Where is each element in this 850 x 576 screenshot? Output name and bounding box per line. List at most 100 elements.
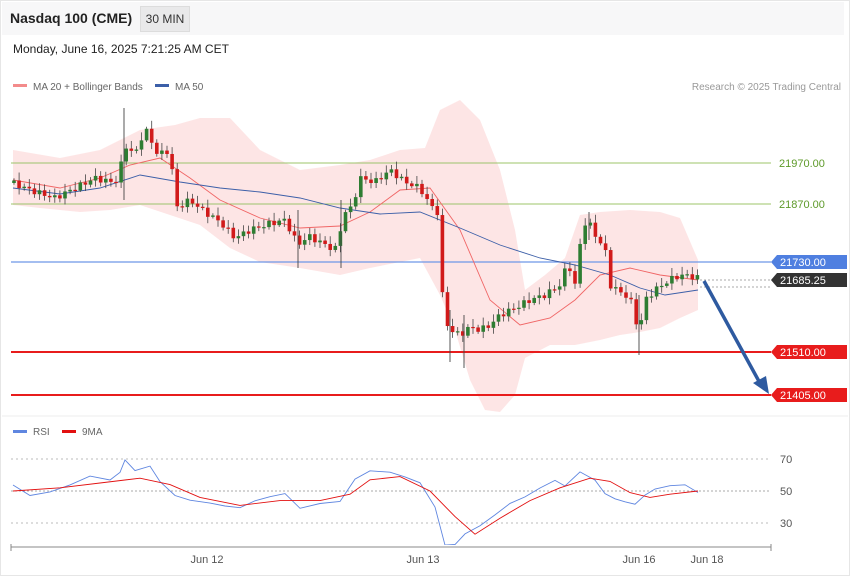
candle-body [27,186,32,189]
candle-body [267,220,271,228]
candle-body [68,189,72,192]
candle-body [670,275,674,284]
candle-body [481,325,485,332]
candle-body [593,222,598,237]
candle-body [690,274,695,280]
candle-body [501,314,506,317]
candle-body [359,176,363,198]
candle-body [175,169,179,207]
candle-body [624,292,628,298]
candle-body [583,225,587,244]
candle-body [180,206,185,208]
rsi-tick-70: 70 [780,454,792,466]
candle-body [78,182,83,191]
rsi-tick-50: 50 [780,486,792,498]
candle-body [557,286,562,290]
candle-body [98,175,103,183]
candle-body [262,227,266,229]
candle-body [695,275,700,280]
candle-body [282,218,287,221]
candle-body [190,198,195,204]
candle-body [608,250,613,289]
instrument-title: Nasdaq 100 (CME) [10,10,133,26]
candle-body [318,240,322,243]
candle-body [251,226,256,234]
candle-body [313,234,317,243]
forecast-arrow [702,280,763,386]
candle-body [379,178,383,180]
candle-body [675,275,679,280]
candle-body [58,195,62,199]
candle-body [129,148,134,151]
legend-bollinger-label: MA 20 + Bollinger Bands [33,82,143,93]
candle-body [578,243,582,284]
candle-body [93,175,98,181]
candle-body [144,128,149,141]
candle-body [364,176,368,180]
candle-body [297,235,302,245]
candle-body [272,220,276,226]
candle-body [639,320,644,325]
candle-body [491,321,496,328]
candle-body [88,180,93,185]
candle-body [17,180,21,189]
candle-body [221,220,225,228]
candle-body [614,287,618,289]
x-tick-jun16: Jun 16 [622,554,655,566]
timeframe-button[interactable]: 30 MIN [140,6,190,32]
candle-body [308,234,312,241]
candle-body [369,179,373,184]
level-label-21970: 21970.00 [779,158,825,170]
candle-body [114,181,118,184]
candle-body [644,296,649,321]
candle-body [461,331,465,336]
candle-body [109,178,113,182]
candle-body [415,183,419,187]
level-label-last: 21685.25 [780,275,826,287]
candle-body [83,182,88,185]
candle-body [629,297,633,300]
x-tick-jun18: Jun 18 [690,554,723,566]
level-tag-21510 [771,345,847,359]
candle-body [634,299,638,325]
x-tick-jun12: Jun 12 [190,554,223,566]
candle-body [211,215,215,217]
candle-body [73,189,77,192]
candle-body [588,222,593,226]
candle-body [124,148,128,162]
candle-body [226,227,230,229]
candle-body [573,271,577,284]
candle-body [333,245,338,250]
candle-body [603,243,608,251]
level-label-21870: 21870.00 [779,199,825,211]
candle-body [206,207,210,217]
candle-body [348,206,353,213]
candle-body [450,326,455,333]
legend-ma50-label: MA 50 [175,82,204,93]
candle-body [384,172,389,180]
candle-body [440,215,445,293]
candle-body [338,231,343,246]
candle-body [430,199,434,207]
candle-body [200,206,205,208]
ma20-line [12,157,699,326]
x-tick-jun13: Jun 13 [406,554,439,566]
candle-body [466,326,470,336]
candle-body [353,197,358,207]
level-label-21730: 21730.00 [780,257,826,269]
legend-rsi-label: RSI [33,427,50,438]
candlesticks [12,108,700,368]
candle-body [476,327,480,332]
candle-body [170,153,174,170]
legend-ma50-swatch [155,84,169,87]
candle-body [527,300,531,303]
candle-body [185,198,190,208]
level-tag-21405 [771,388,847,402]
candle-body [659,285,664,288]
candle-body [665,283,669,286]
candle-body [37,190,42,195]
candle-body [654,286,659,297]
candle-body [155,142,159,154]
candle-body [649,296,654,298]
rsi-line [12,459,699,545]
